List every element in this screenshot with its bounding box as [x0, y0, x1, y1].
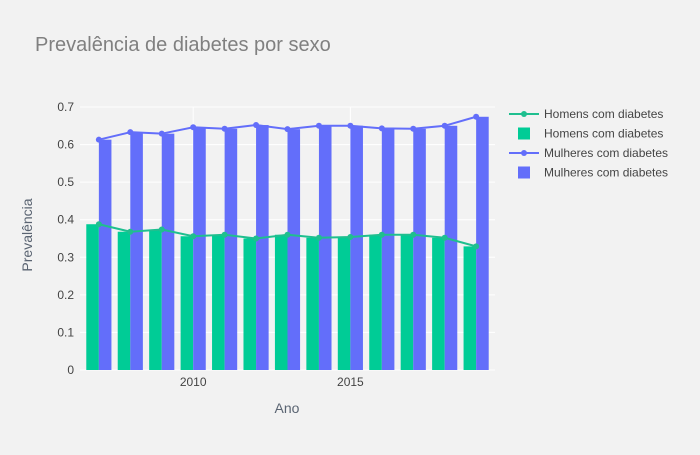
line-point[interactable] [253, 235, 260, 242]
legend-marker [521, 150, 527, 156]
line-point[interactable] [95, 136, 102, 143]
bar-mulheres[interactable] [476, 116, 489, 370]
line-point[interactable] [127, 228, 134, 235]
line-point[interactable] [347, 122, 354, 129]
bar-homens[interactable] [86, 224, 99, 370]
y-ticks: 0 0.1 0.2 0.3 0.4 0.5 0.6 0.7 [57, 100, 74, 377]
line-point[interactable] [410, 125, 417, 132]
bar-homens[interactable] [149, 229, 162, 370]
line-point[interactable] [347, 233, 354, 240]
line-point[interactable] [221, 231, 228, 238]
y-tick-label: 0.7 [57, 100, 74, 114]
chart-title: Prevalência de diabetes por sexo [35, 34, 331, 56]
y-tick-label: 0.4 [57, 213, 74, 227]
legend-marker [521, 111, 527, 117]
legend-item[interactable]: Mulheres com diabetes [518, 166, 668, 180]
line-point[interactable] [190, 124, 197, 131]
line-point[interactable] [473, 113, 480, 120]
legend-label: Mulheres com diabetes [544, 166, 668, 180]
legend-item[interactable]: Homens com diabetes [509, 107, 663, 121]
y-axis-title: Prevalência [19, 198, 35, 271]
bar-mulheres[interactable] [161, 133, 175, 370]
bar-mulheres[interactable] [413, 128, 426, 370]
line-point[interactable] [95, 221, 102, 228]
line-point[interactable] [284, 126, 291, 133]
x-tick-label: 2015 [337, 375, 364, 389]
bar-homens[interactable] [212, 234, 225, 370]
y-tick-label: 0.5 [57, 175, 74, 189]
y-tick-label: 0 [67, 363, 74, 377]
lines [95, 113, 480, 250]
line-point[interactable] [441, 122, 448, 129]
line-point[interactable] [190, 233, 197, 240]
line-point[interactable] [127, 129, 134, 136]
line-point[interactable] [158, 226, 165, 233]
bar-homens[interactable] [463, 246, 477, 370]
bar-homens[interactable] [117, 231, 131, 370]
legend-bar-swatch [518, 127, 530, 140]
legend-label: Homens com diabetes [544, 127, 663, 141]
bar-mulheres[interactable] [130, 132, 143, 370]
x-axis-title: Ano [275, 400, 300, 416]
line-point[interactable] [378, 125, 385, 132]
line-point[interactable] [473, 243, 480, 250]
line-point[interactable] [221, 125, 228, 132]
bar-mulheres[interactable] [318, 125, 332, 371]
bar-homens[interactable] [337, 236, 351, 370]
bar-mulheres[interactable] [444, 125, 458, 371]
legend-label: Homens com diabetes [544, 107, 663, 121]
y-tick-label: 0.6 [57, 138, 74, 152]
bar-mulheres[interactable] [350, 125, 363, 371]
line-point[interactable] [441, 234, 448, 241]
line-point[interactable] [410, 231, 417, 238]
legend-item[interactable]: Homens com diabetes [518, 127, 663, 141]
bar-homens[interactable] [400, 234, 414, 370]
line-point[interactable] [315, 122, 322, 129]
bar-homens[interactable] [369, 234, 382, 370]
bar-mulheres[interactable] [381, 128, 395, 370]
bar-homens[interactable] [274, 234, 288, 370]
legend[interactable]: Homens com diabetes Homens com diabetes Mu… [509, 107, 668, 180]
line-point[interactable] [284, 231, 291, 238]
line-point[interactable] [378, 231, 385, 238]
legend-item[interactable]: Mulheres com diabetes [509, 146, 668, 160]
legend-label: Mulheres com diabetes [544, 146, 668, 160]
bar-mulheres[interactable] [193, 127, 206, 370]
legend-bar-swatch [518, 166, 530, 179]
bar-mulheres[interactable] [224, 128, 238, 370]
bar-mulheres[interactable] [256, 125, 269, 370]
bar-homens[interactable] [306, 237, 319, 370]
bar-homens[interactable] [243, 238, 257, 371]
line-point[interactable] [158, 130, 165, 137]
y-tick-label: 0.1 [57, 325, 74, 339]
x-tick-label: 2010 [180, 375, 207, 389]
bar-mulheres[interactable] [287, 129, 301, 370]
x-ticks: 2010 2015 [180, 375, 364, 389]
y-tick-label: 0.3 [57, 250, 74, 264]
y-tick-label: 0.2 [57, 288, 74, 302]
bar-homens[interactable] [180, 236, 194, 370]
line-point[interactable] [315, 234, 322, 241]
bar-mulheres[interactable] [98, 139, 112, 370]
bar-homens[interactable] [432, 237, 445, 370]
bars [86, 116, 489, 371]
line-point[interactable] [253, 122, 260, 129]
